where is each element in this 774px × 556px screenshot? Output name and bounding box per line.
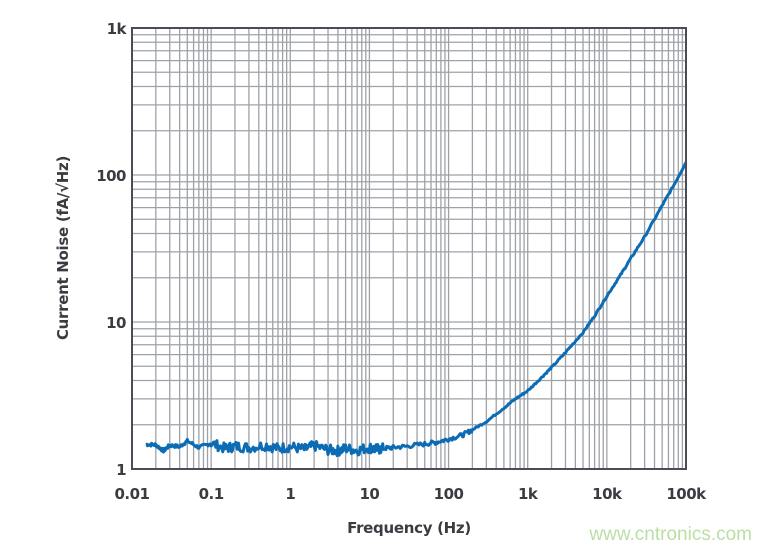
y-tick-label: 10 xyxy=(106,314,126,332)
y-tick-label: 1 xyxy=(116,461,126,479)
x-ticks: 0.01 0.1 1 10 100 1k 10k 100k xyxy=(114,485,707,503)
x-tick-label: 1k xyxy=(518,485,539,503)
x-tick-label: 1 xyxy=(285,485,295,503)
y-tick-label: 1k xyxy=(107,20,128,38)
x-tick-label: 0.01 xyxy=(114,485,149,503)
y-axis-label: Current Noise (fA/√Hz) xyxy=(54,156,72,340)
x-tick-label: 10k xyxy=(592,485,623,503)
series xyxy=(145,161,688,458)
x-axis-label: Frequency (Hz) xyxy=(347,519,471,537)
y-tick-label: 100 xyxy=(96,167,126,185)
watermark: www.cntronics.com xyxy=(589,524,752,545)
x-tick-label: 0.1 xyxy=(199,485,224,503)
grid xyxy=(131,28,686,470)
y-ticks: 1 10 100 1k xyxy=(96,20,128,479)
x-tick-label: 100 xyxy=(434,485,464,503)
x-tick-label: 100k xyxy=(666,485,707,503)
x-tick-label: 10 xyxy=(359,485,379,503)
noise-curve xyxy=(145,161,688,458)
axes xyxy=(131,27,687,470)
plot-frame xyxy=(131,27,687,470)
